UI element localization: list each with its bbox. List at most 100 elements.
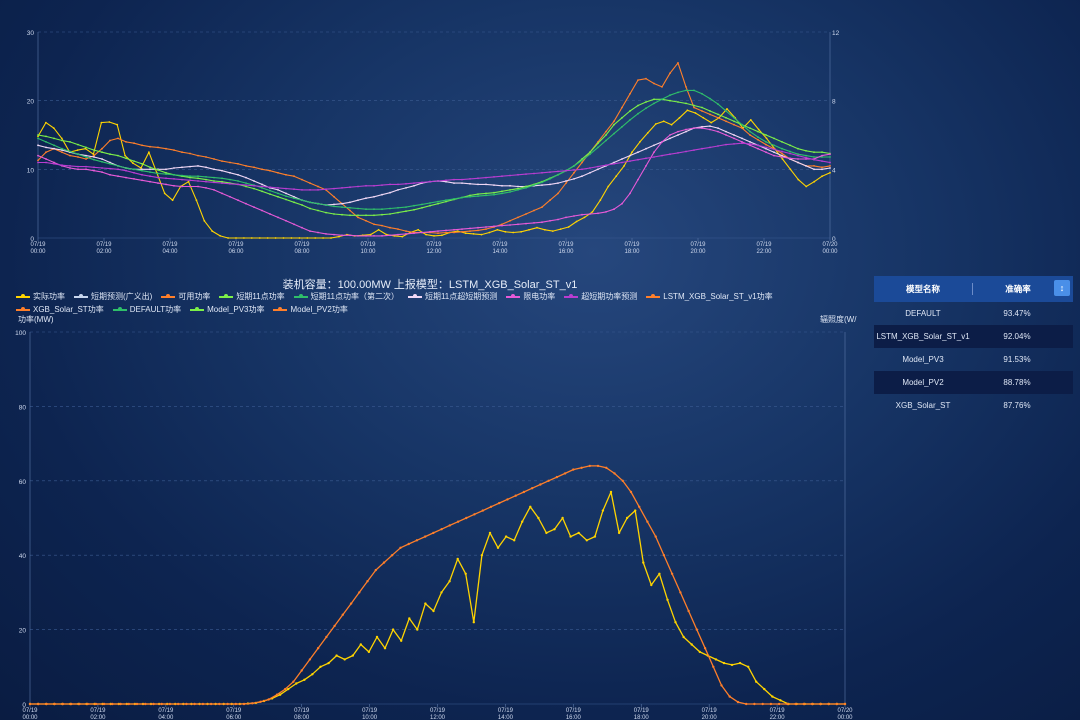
x-tick-label: 00:00 xyxy=(837,715,853,720)
data-point xyxy=(440,591,443,594)
data-point xyxy=(781,141,783,143)
data-point xyxy=(765,137,768,140)
data-point xyxy=(86,702,89,706)
data-point xyxy=(45,702,48,706)
data-point xyxy=(189,185,191,188)
column-header-accuracy[interactable]: 准确率 xyxy=(1005,284,1031,294)
data-point xyxy=(325,635,328,639)
data-point xyxy=(269,193,271,196)
series-line xyxy=(38,142,831,191)
x-tick-label: 07/19 xyxy=(426,242,442,248)
data-point xyxy=(805,154,807,157)
data-point xyxy=(149,145,151,148)
data-point xyxy=(728,695,731,698)
data-point xyxy=(85,158,87,160)
data-point xyxy=(461,196,463,199)
data-point xyxy=(813,151,815,154)
column-header-model[interactable]: 模型名称 xyxy=(874,283,973,295)
data-point xyxy=(117,165,119,167)
data-point xyxy=(235,237,237,239)
legend-item[interactable]: Model_PV3功率 xyxy=(190,304,264,316)
legend-item[interactable]: 短期11点超短期预测 xyxy=(407,291,497,303)
data-point xyxy=(589,151,591,154)
data-point xyxy=(219,235,222,237)
data-point xyxy=(504,535,508,538)
data-point xyxy=(613,161,615,164)
legend-item[interactable]: 短期11点功率（第二次） xyxy=(293,291,399,303)
data-point xyxy=(189,175,191,178)
data-point xyxy=(261,190,263,193)
table-row[interactable]: XGB_Solar_ST 87.76% xyxy=(874,394,1073,417)
data-point xyxy=(101,160,103,163)
data-point xyxy=(477,195,479,198)
legend-item[interactable]: 实际功率 xyxy=(16,291,65,303)
data-point xyxy=(533,184,535,187)
data-point xyxy=(405,230,407,233)
data-point xyxy=(308,658,312,661)
data-point xyxy=(464,572,467,575)
data-point xyxy=(37,144,39,147)
legend-item[interactable]: LSTM_XGB_Solar_ST_v1功率 xyxy=(646,291,773,303)
table-row[interactable]: LSTM_XGB_Solar_ST_v1 92.04% xyxy=(874,325,1073,348)
data-point xyxy=(529,505,532,508)
data-point xyxy=(461,230,463,233)
legend-item[interactable]: 短期11点功率 xyxy=(219,291,285,303)
data-point xyxy=(173,184,175,187)
legend-item[interactable]: 限电功率 xyxy=(506,291,555,303)
sort-icon[interactable]: ↕ xyxy=(1054,280,1070,296)
data-point xyxy=(189,179,191,182)
data-point xyxy=(797,154,799,157)
data-point xyxy=(165,147,167,150)
legend-item[interactable]: 短期预测(广义出) xyxy=(74,291,152,303)
x-tick-label: 07/19 xyxy=(566,708,582,714)
legend-item[interactable]: Model_PV2功率 xyxy=(273,304,348,316)
data-point xyxy=(653,151,655,154)
table-row[interactable]: DEFAULT 93.47% xyxy=(874,302,1073,325)
legend-item[interactable]: 可用功率 xyxy=(161,291,210,303)
data-point xyxy=(493,191,495,194)
data-point xyxy=(285,195,287,198)
data-point xyxy=(717,116,719,119)
data-point xyxy=(407,542,410,546)
data-point xyxy=(717,145,719,147)
data-point xyxy=(316,647,320,650)
y-tick-label: 20 xyxy=(19,628,27,635)
data-point xyxy=(654,535,657,538)
data-point xyxy=(521,520,524,523)
table-row[interactable]: Model_PV2 88.78% xyxy=(874,371,1073,394)
data-point xyxy=(480,233,483,236)
data-point xyxy=(733,123,735,126)
data-point xyxy=(690,643,693,646)
data-point xyxy=(461,182,463,185)
data-point xyxy=(678,116,681,119)
x-tick-label: 16:00 xyxy=(558,249,574,255)
data-point xyxy=(287,687,290,691)
data-point xyxy=(730,663,734,667)
data-point xyxy=(541,184,543,187)
data-point xyxy=(245,182,247,185)
legend-item[interactable]: DEFAULT功率 xyxy=(112,304,181,316)
data-point xyxy=(613,132,615,135)
data-point xyxy=(549,199,551,202)
legend-item[interactable]: 超短期功率预测 xyxy=(564,291,637,303)
data-point xyxy=(133,142,135,145)
data-point xyxy=(226,702,229,706)
table-row[interactable]: Model_PV3 91.53% xyxy=(874,348,1073,371)
data-point xyxy=(61,151,63,154)
legend-item[interactable]: XGB_Solar_ST功率 xyxy=(16,304,104,316)
legend-swatch xyxy=(506,294,521,298)
data-point xyxy=(295,682,298,685)
data-point xyxy=(607,185,610,188)
data-point xyxy=(322,237,324,239)
data-point xyxy=(319,665,322,668)
data-point xyxy=(76,149,79,152)
data-point xyxy=(381,224,383,227)
data-point xyxy=(53,162,55,165)
legend-label: 短期11点功率 xyxy=(236,292,285,301)
data-point xyxy=(797,161,799,164)
data-point xyxy=(311,673,314,676)
data-point xyxy=(250,237,253,239)
data-point xyxy=(456,230,459,233)
legend-label: 限电功率 xyxy=(523,292,556,301)
data-point xyxy=(517,185,519,188)
